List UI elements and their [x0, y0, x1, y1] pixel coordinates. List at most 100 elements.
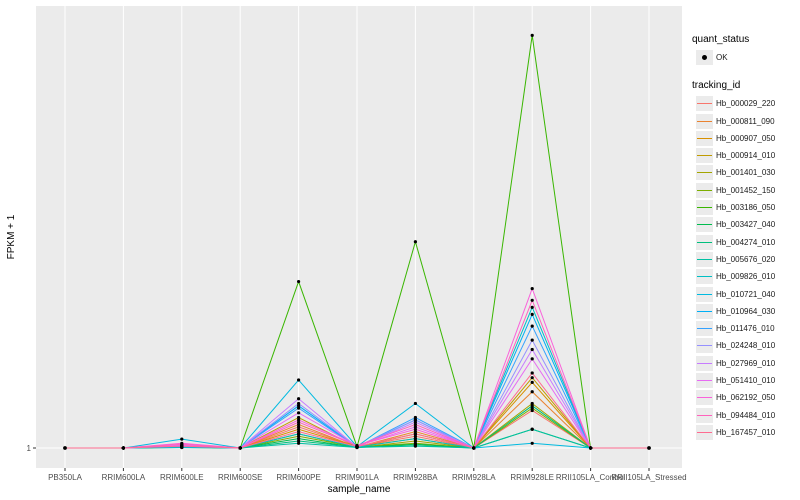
data-point	[530, 427, 534, 431]
legend-item: Hb_003427_040	[692, 216, 798, 233]
legend-label: Hb_005676_020	[716, 254, 776, 264]
legend-item: Hb_010721_040	[692, 286, 798, 303]
data-point	[63, 446, 67, 450]
legend-item: Hb_010964_030	[692, 303, 798, 320]
data-point	[297, 378, 301, 382]
legend-item: Hb_011476_010	[692, 320, 798, 337]
data-point	[589, 446, 593, 450]
x-tick-label: PB350LA	[48, 473, 82, 482]
x-axis-label: sample_name	[328, 484, 391, 495]
data-point	[530, 357, 534, 361]
data-point	[530, 286, 534, 291]
data-point	[530, 33, 534, 37]
data-point	[180, 444, 184, 448]
legend-key	[696, 355, 713, 371]
legend-items: Hb_000029_220 Hb_000811_090 Hb_000907_050 H…	[692, 95, 798, 441]
data-point	[121, 446, 125, 450]
x-tick-label: RRIM600LA	[102, 473, 146, 482]
data-point	[647, 446, 651, 450]
data-point	[297, 427, 301, 431]
legend-key	[696, 200, 713, 216]
legend-label: Hb_027969_010	[716, 358, 776, 368]
line-swatch-icon	[697, 380, 712, 382]
data-point	[413, 415, 417, 420]
y-axis-label: FPKM + 1	[6, 214, 17, 259]
data-point	[413, 425, 417, 429]
x-tick-label: RRIM928BA	[393, 473, 438, 482]
legend-label: Hb_051410_010	[716, 376, 776, 386]
line-swatch-icon	[697, 310, 712, 312]
legend-item: Hb_167457_010	[692, 424, 798, 441]
x-tick-label: RRIM901LA	[335, 473, 379, 482]
line-swatch-icon	[697, 189, 712, 191]
legend-key	[696, 390, 713, 406]
data-point	[530, 376, 534, 380]
line-swatch-icon	[697, 431, 712, 433]
legend-key	[696, 217, 713, 233]
legend-key	[696, 321, 713, 337]
legend-key	[696, 182, 713, 198]
line-swatch-icon	[697, 155, 712, 157]
data-point	[530, 312, 534, 316]
data-point	[297, 422, 301, 427]
legend-label: Hb_004274_010	[716, 237, 776, 247]
line-swatch-icon	[697, 224, 712, 226]
legend-label: Hb_000029_220	[716, 99, 776, 109]
line-swatch-icon	[697, 328, 712, 330]
legend-label: Hb_003427_040	[716, 220, 776, 230]
line-swatch-icon	[697, 397, 712, 399]
line-swatch-icon	[697, 241, 712, 243]
legend-item: Hb_001401_030	[692, 164, 798, 181]
data-point	[297, 437, 301, 441]
data-point	[530, 406, 534, 410]
legend-key	[696, 424, 713, 440]
x-tick-label: RRIM928LE	[510, 473, 554, 482]
legend-key	[696, 269, 713, 285]
legend-key	[696, 251, 713, 267]
data-point	[297, 397, 301, 401]
data-point	[413, 427, 417, 431]
x-tick-label: RRIM600LE	[160, 473, 204, 482]
legend-item: Hb_009826_010	[692, 268, 798, 285]
data-point	[530, 324, 534, 328]
data-point	[413, 437, 417, 441]
line-swatch-icon	[697, 258, 712, 260]
data-point	[530, 298, 534, 302]
legend-label: Hb_010721_040	[716, 289, 776, 299]
legend-item-ok: OK	[692, 49, 798, 66]
legend-label: Hb_000914_010	[716, 151, 776, 161]
data-point	[413, 418, 417, 422]
x-tick-label: RRIM928LA	[452, 473, 496, 482]
data-point	[530, 390, 534, 394]
data-point	[180, 437, 184, 441]
data-point	[297, 415, 301, 420]
legend-item: Hb_094484_010	[692, 407, 798, 424]
data-point	[472, 446, 476, 450]
legend: quant_status OK tracking_id Hb_000029_22…	[692, 34, 798, 441]
data-point	[530, 441, 534, 445]
legend-item: Hb_004274_010	[692, 234, 798, 251]
legend-title-tracking-id: tracking_id	[692, 80, 741, 92]
x-tick-label: RRIM600SE	[218, 473, 262, 482]
x-tick-label: RRIM600PE	[276, 473, 320, 482]
data-point	[297, 425, 301, 429]
legend-label: OK	[716, 53, 728, 62]
data-point	[297, 404, 301, 408]
line-swatch-icon	[697, 137, 712, 139]
legend-label: Hb_009826_010	[716, 272, 776, 282]
legend-item: Hb_024248_010	[692, 337, 798, 354]
legend-title-quant-status: quant_status	[692, 34, 750, 45]
data-point	[297, 420, 301, 424]
data-point	[297, 429, 301, 434]
legend-item: Hb_003186_050	[692, 199, 798, 216]
data-point	[297, 434, 301, 438]
line-swatch-icon	[697, 207, 712, 209]
data-point	[530, 408, 534, 413]
data-point	[297, 418, 301, 422]
line-swatch-icon	[697, 120, 712, 122]
data-point	[413, 240, 417, 244]
legend-key	[696, 148, 713, 164]
legend-label: Hb_062192_050	[716, 393, 776, 403]
data-point	[413, 429, 417, 434]
